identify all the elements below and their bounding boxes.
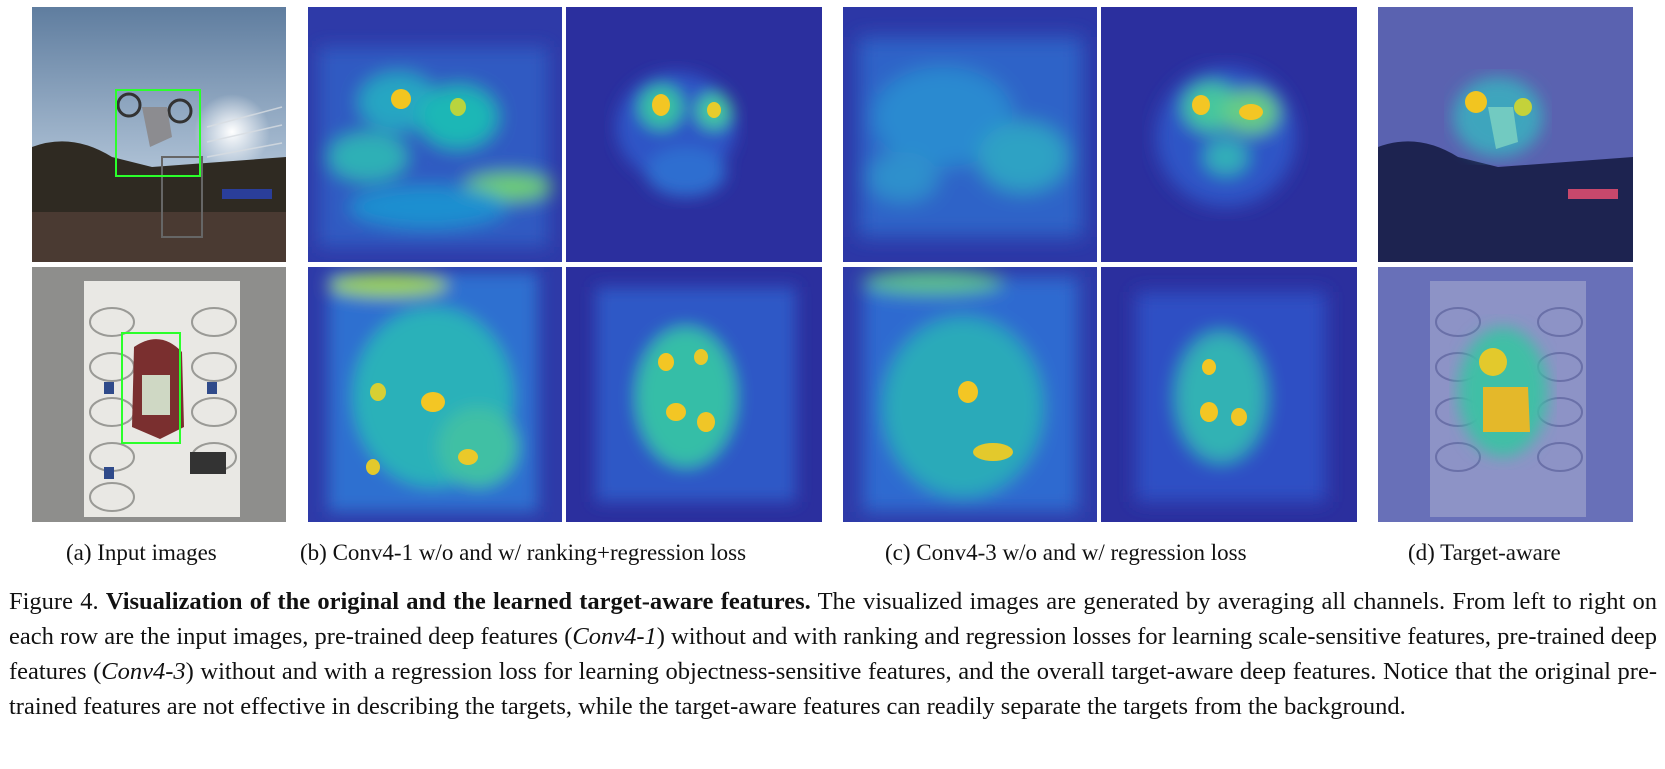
heatmap-conv4-3-without-loss-row1: [843, 7, 1097, 262]
subcaption-d: (d) Target-aware: [1408, 540, 1561, 565]
figure-label: Figure 4.: [9, 588, 99, 615]
heatmap-conv4-1-with-loss-row1: [566, 7, 822, 262]
heatmap-conv4-3-with-loss-row2: [1101, 267, 1357, 522]
caption-conv41: Conv4-1: [572, 623, 657, 650]
target-aware-overlay-row2: [1378, 267, 1633, 522]
target-aware-overlay-row1: [1378, 7, 1633, 262]
input-image-motocross: [32, 7, 286, 262]
caption-text-3: ) without and with a regression loss for…: [9, 658, 1658, 720]
heatmap-conv4-3-with-loss-row1: [1101, 7, 1357, 262]
input-image-poster: [32, 267, 286, 522]
heatmap-conv4-1-without-loss-row2: [308, 267, 562, 522]
subcaption-b: (b) Conv4-1 w/o and w/ ranking+regressio…: [300, 540, 747, 565]
caption-text-2: ) without and with ranking and regressio…: [9, 623, 1657, 685]
figure-title: Visualization of the original and the le…: [105, 588, 811, 615]
caption-conv43: Conv4-3: [101, 658, 186, 685]
subcaption-a: (a) Input images: [66, 540, 217, 565]
heatmap-conv4-1-with-loss-row2: [566, 267, 822, 522]
heatmap-conv4-1-without-loss-row1: [308, 7, 562, 262]
figure-caption: Figure 4. Visualization of the original …: [9, 584, 1657, 724]
subcaption-c: (c) Conv4-3 w/o and w/ regression loss: [885, 540, 1247, 565]
heatmap-conv4-3-without-loss-row2: [843, 267, 1097, 522]
caption-text-1: The visualized images are generated by a…: [9, 588, 1658, 650]
